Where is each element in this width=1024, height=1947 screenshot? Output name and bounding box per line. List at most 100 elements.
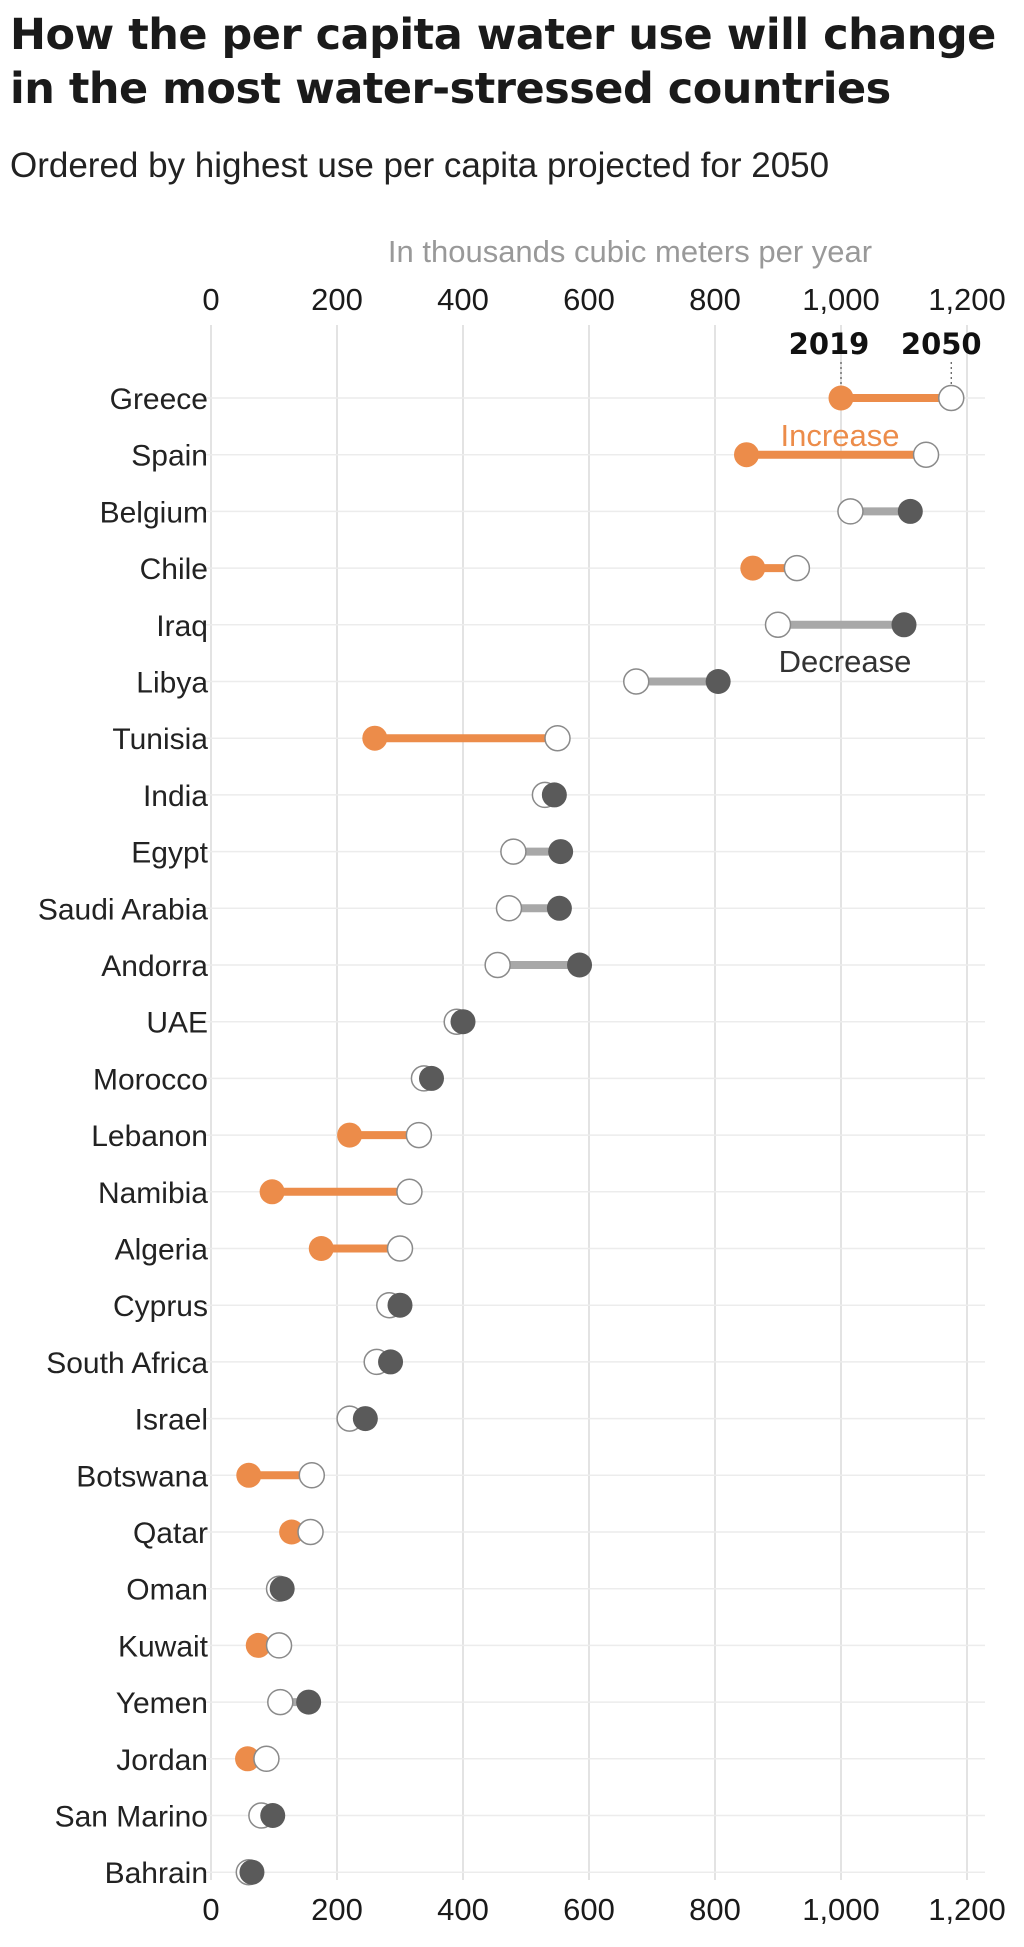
dot-2019 — [362, 725, 388, 751]
dumbbell-row — [484, 951, 593, 979]
dot-2050 — [783, 554, 811, 582]
dumbbell-row — [235, 1745, 280, 1773]
dot-2050 — [265, 1632, 293, 1659]
country-label: Libya — [136, 667, 208, 700]
country-label: UAE — [146, 1007, 208, 1040]
chart-marks — [235, 384, 965, 1886]
x-tick-label-top: 1,200 — [928, 282, 1006, 317]
country-label: Algeria — [115, 1234, 209, 1267]
dot-2050 — [500, 838, 527, 865]
dot-2050 — [484, 951, 511, 979]
x-tick-label-bottom: 200 — [311, 1892, 363, 1927]
dumbbell-row — [236, 1462, 326, 1489]
dumbbell-row — [837, 498, 923, 525]
dumbbell-row — [248, 1802, 286, 1829]
dot-2050 — [544, 724, 571, 752]
dumbbell-row — [531, 781, 567, 809]
dot-2050 — [386, 1235, 414, 1262]
dumbbell-row — [376, 1291, 413, 1319]
dot-2019 — [239, 1859, 265, 1885]
decrease-annotation: Decrease — [779, 644, 912, 679]
dumbbell-row — [623, 668, 731, 695]
row-separators — [205, 397, 985, 1873]
country-label: South Africa — [46, 1347, 208, 1380]
country-label: Andorra — [101, 950, 208, 983]
dot-2019 — [891, 612, 917, 638]
dumbbell-row — [267, 1688, 322, 1716]
x-tick-label-bottom: 600 — [563, 1892, 615, 1927]
country-label: Morocco — [93, 1063, 208, 1096]
dumbbell-row — [443, 1008, 476, 1035]
dot-2019 — [352, 1406, 378, 1432]
dot-2019 — [734, 442, 759, 468]
country-label: Botswana — [76, 1460, 208, 1493]
country-label: Namibia — [98, 1177, 208, 1210]
dumbbell-row — [734, 441, 940, 468]
country-label: India — [143, 780, 208, 813]
dot-2050 — [837, 498, 864, 525]
country-label: Egypt — [131, 837, 208, 870]
dot-2050 — [764, 611, 792, 639]
country-label: Qatar — [133, 1517, 208, 1550]
dot-2019 — [259, 1179, 285, 1205]
chart-subtitle: Ordered by highest use per capita projec… — [10, 146, 830, 185]
dot-2050 — [405, 1121, 433, 1149]
dot-2019 — [337, 1122, 363, 1148]
x-tick-label-bottom: 1,200 — [928, 1892, 1006, 1927]
chart-title: How the per capita water use will change… — [10, 10, 996, 114]
country-label: Spain — [131, 440, 208, 473]
country-label: Tunisia — [112, 723, 208, 756]
dot-2019 — [308, 1236, 334, 1261]
country-label: Belgium — [100, 496, 208, 529]
annotations: 2019 2050 Increase Decrease — [779, 327, 982, 679]
dumbbell-row — [495, 895, 572, 922]
dumbbell-row — [828, 384, 965, 412]
dumbbell-row — [410, 1065, 444, 1092]
country-label: Yemen — [116, 1687, 208, 1720]
x-tick-label-bottom: 400 — [437, 1892, 489, 1927]
dot-2050 — [623, 668, 650, 695]
dot-2050 — [396, 1178, 423, 1206]
country-label: Bahrain — [105, 1857, 208, 1890]
country-label: Jordan — [116, 1744, 208, 1777]
country-label: Cyprus — [113, 1290, 208, 1323]
dot-2019 — [897, 498, 923, 524]
country-label: Greece — [110, 383, 208, 416]
dumbbell-row — [764, 611, 917, 639]
dumbbell-row — [235, 1858, 265, 1886]
country-label: Chile — [140, 553, 208, 586]
axes: In thousands cubic meters per year 0 0 200 2… — [202, 234, 1005, 1927]
dot-2019 — [236, 1462, 262, 1488]
dumbbell-row — [362, 724, 571, 752]
x-tick-label-bottom: 800 — [689, 1892, 741, 1927]
country-label: Lebanon — [91, 1120, 208, 1153]
dumbbell-row — [265, 1575, 295, 1602]
dot-2050 — [297, 1518, 324, 1546]
dumbbell-row — [363, 1348, 404, 1376]
dot-2019 — [269, 1576, 295, 1602]
dumbbell-row — [259, 1178, 423, 1206]
dot-2019 — [740, 555, 766, 581]
dot-2019 — [548, 839, 574, 865]
country-label: San Marino — [55, 1801, 208, 1834]
country-label: Israel — [135, 1404, 208, 1437]
x-tick-label-top: 1,000 — [802, 282, 880, 317]
dot-2050 — [912, 441, 940, 468]
country-label: Oman — [126, 1574, 208, 1607]
dot-2019 — [235, 1746, 261, 1772]
x-tick-label-top: 200 — [311, 282, 363, 317]
dot-2050 — [298, 1462, 326, 1489]
dumbbell-row — [245, 1632, 293, 1659]
x-tick-label-top: 0 — [202, 282, 219, 317]
dot-2050 — [267, 1688, 294, 1716]
dot-2050 — [495, 895, 523, 922]
country-label: Iraq — [156, 610, 208, 643]
increase-annotation: Increase — [781, 418, 900, 453]
dot-2019 — [245, 1632, 271, 1658]
dot-2019 — [705, 669, 731, 694]
dumbbell-row — [500, 838, 574, 865]
x-tick-label-bottom: 0 — [202, 1892, 219, 1927]
year-label-2050: 2050 — [901, 327, 982, 361]
dot-2019 — [828, 385, 854, 411]
